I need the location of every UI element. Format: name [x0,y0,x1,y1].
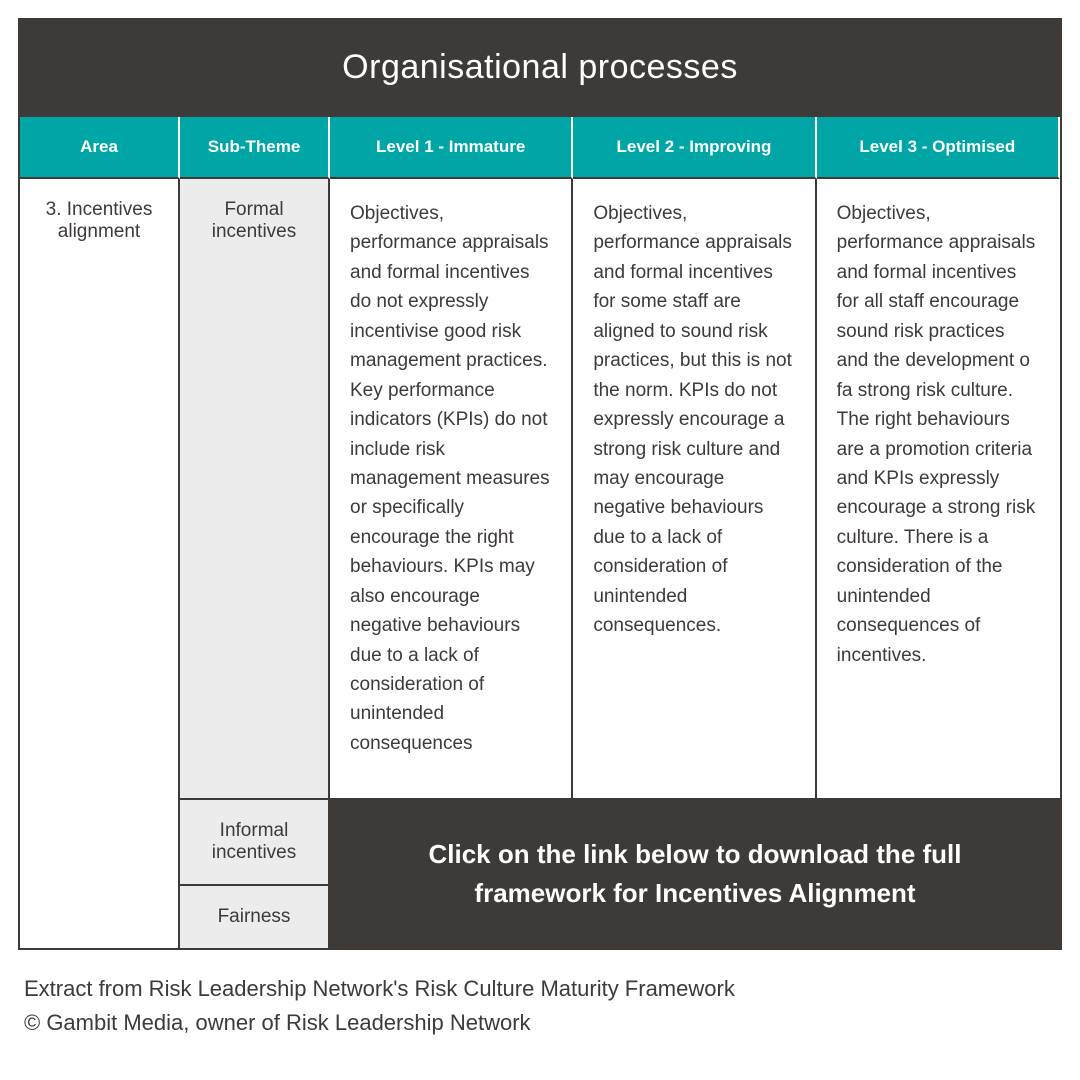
cell-level2-formal: Objectives, performance appraisals and f… [573,179,816,800]
subtheme-informal: Informal incentives [180,800,330,886]
download-overlay: Click on the link below to download the … [330,800,1060,948]
col-header-subtheme: Sub-Theme [180,117,330,179]
subtheme-formal: Formal incentives [180,179,330,800]
footer-attribution: Extract from Risk Leadership Network's R… [18,950,1062,1040]
footer-line-2: © Gambit Media, owner of Risk Leadership… [24,1006,1056,1040]
area-cell: 3. Incentives alignment [20,179,180,948]
col-header-level1: Level 1 - Immature [330,117,573,179]
cell-level1-formal: Objectives, performance appraisals and f… [330,179,573,800]
maturity-grid: Area Sub-Theme Level 1 - Immature Level … [20,117,1060,948]
maturity-table-frame: Organisational processes Area Sub-Theme … [18,18,1062,950]
col-header-level2: Level 2 - Improving [573,117,816,179]
subtheme-fairness: Fairness [180,886,330,948]
table-title: Organisational processes [20,20,1060,117]
col-header-level3: Level 3 - Optimised [817,117,1060,179]
col-header-area: Area [20,117,180,179]
cell-level3-formal: Objectives, performance appraisals and f… [817,179,1060,800]
footer-line-1: Extract from Risk Leadership Network's R… [24,972,1056,1006]
